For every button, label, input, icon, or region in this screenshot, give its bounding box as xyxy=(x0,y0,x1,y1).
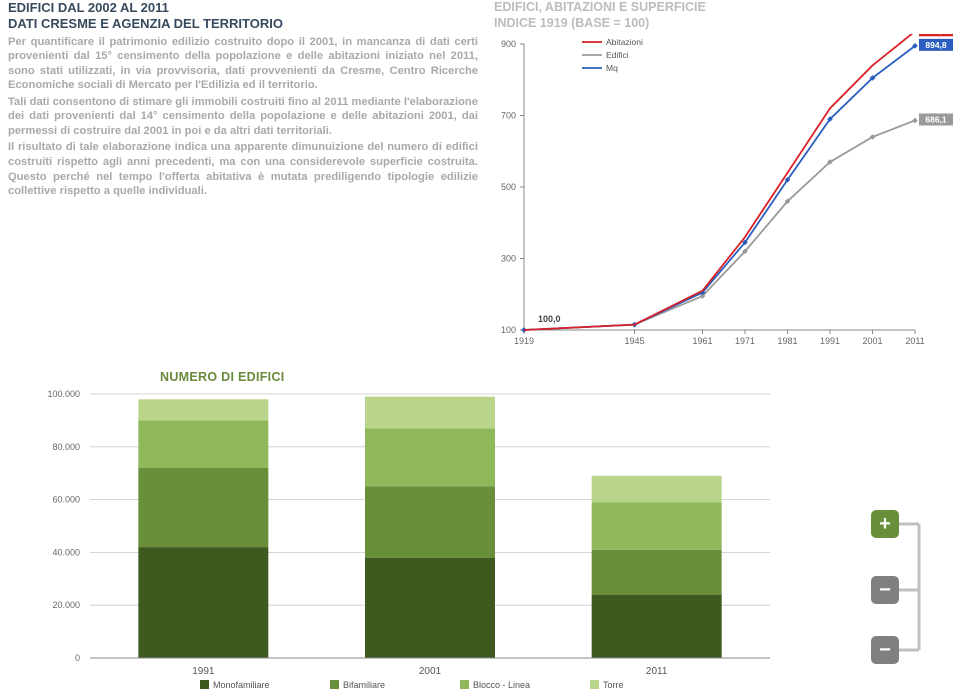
line-chart: 900 700 500 300 1001919 1945 1961 1971 1981 1991 2… xyxy=(490,34,959,354)
text-column: EDIFICI DAL 2002 AL 2011 DATI CRESME E A… xyxy=(0,0,490,370)
svg-text:100.000: 100.000 xyxy=(47,389,80,399)
svg-text:1991: 1991 xyxy=(192,666,215,677)
svg-text:Bifamiliare: Bifamiliare xyxy=(343,680,385,690)
svg-text:1981: 1981 xyxy=(777,336,797,346)
paragraph-3: Il risultato di tale elaborazione indica… xyxy=(8,140,478,198)
svg-text:Edifici: Edifici xyxy=(606,50,629,60)
paragraph-2: Tali dati consentono di stimare gli immo… xyxy=(8,95,478,139)
svg-text:20.000: 20.000 xyxy=(52,600,80,610)
svg-text:1971: 1971 xyxy=(735,336,755,346)
svg-text:2001: 2001 xyxy=(862,336,882,346)
line-chart-title-1: EDIFICI, ABITAZIONI E SUPERFICIE xyxy=(494,0,951,16)
svg-text:Torre: Torre xyxy=(603,680,624,690)
svg-text:Monofamiliare: Monofamiliare xyxy=(213,680,270,690)
svg-text:0: 0 xyxy=(75,653,80,663)
bar-chart: 100.000 80.000 60.000 40.000 20.000 0 1991 2001… xyxy=(20,388,780,698)
svg-text:100: 100 xyxy=(501,325,516,335)
plus-icon: + xyxy=(871,510,899,538)
svg-text:1919: 1919 xyxy=(514,336,534,346)
svg-text:300: 300 xyxy=(501,254,516,264)
svg-text:40.000: 40.000 xyxy=(52,547,80,557)
bar-chart-section: NUMERO DI EDIFICI 100.000 80.000 60.000 40.… xyxy=(0,370,959,699)
svg-text:935,5: 935,5 xyxy=(925,34,947,35)
svg-text:Blocco - Linea: Blocco - Linea xyxy=(473,680,530,690)
svg-text:2001: 2001 xyxy=(419,666,442,677)
svg-text:686,1: 686,1 xyxy=(925,114,947,124)
line-chart-column: EDIFICI, ABITAZIONI E SUPERFICIE INDICE … xyxy=(490,0,959,370)
heading-line-2: DATI CRESME E AGENZIA DEL TERRITORIO xyxy=(8,16,478,32)
paragraph-1: Per quantificare il patrimonio edilizio … xyxy=(8,35,478,93)
svg-text:100,0: 100,0 xyxy=(538,314,561,324)
svg-text:700: 700 xyxy=(501,111,516,121)
svg-text:500: 500 xyxy=(501,182,516,192)
line-chart-title-2: INDICE 1919 (BASE = 100) xyxy=(494,16,951,32)
svg-text:Mq: Mq xyxy=(606,63,618,73)
svg-text:80.000: 80.000 xyxy=(52,442,80,452)
svg-text:2011: 2011 xyxy=(646,666,668,677)
minus-icon-1: − xyxy=(871,576,899,604)
svg-text:2011: 2011 xyxy=(905,336,924,346)
svg-text:1991: 1991 xyxy=(820,336,840,346)
svg-text:894,8: 894,8 xyxy=(925,40,947,50)
svg-text:Abitazioni: Abitazioni xyxy=(606,37,643,47)
minus-icon-2: − xyxy=(871,636,899,664)
heading-line-1: EDIFICI DAL 2002 AL 2011 xyxy=(8,0,478,16)
svg-text:60.000: 60.000 xyxy=(52,495,80,505)
svg-text:900: 900 xyxy=(501,39,516,49)
svg-text:1961: 1961 xyxy=(692,336,712,346)
svg-text:1945: 1945 xyxy=(624,336,644,346)
bar-chart-title: NUMERO DI EDIFICI xyxy=(160,370,285,384)
